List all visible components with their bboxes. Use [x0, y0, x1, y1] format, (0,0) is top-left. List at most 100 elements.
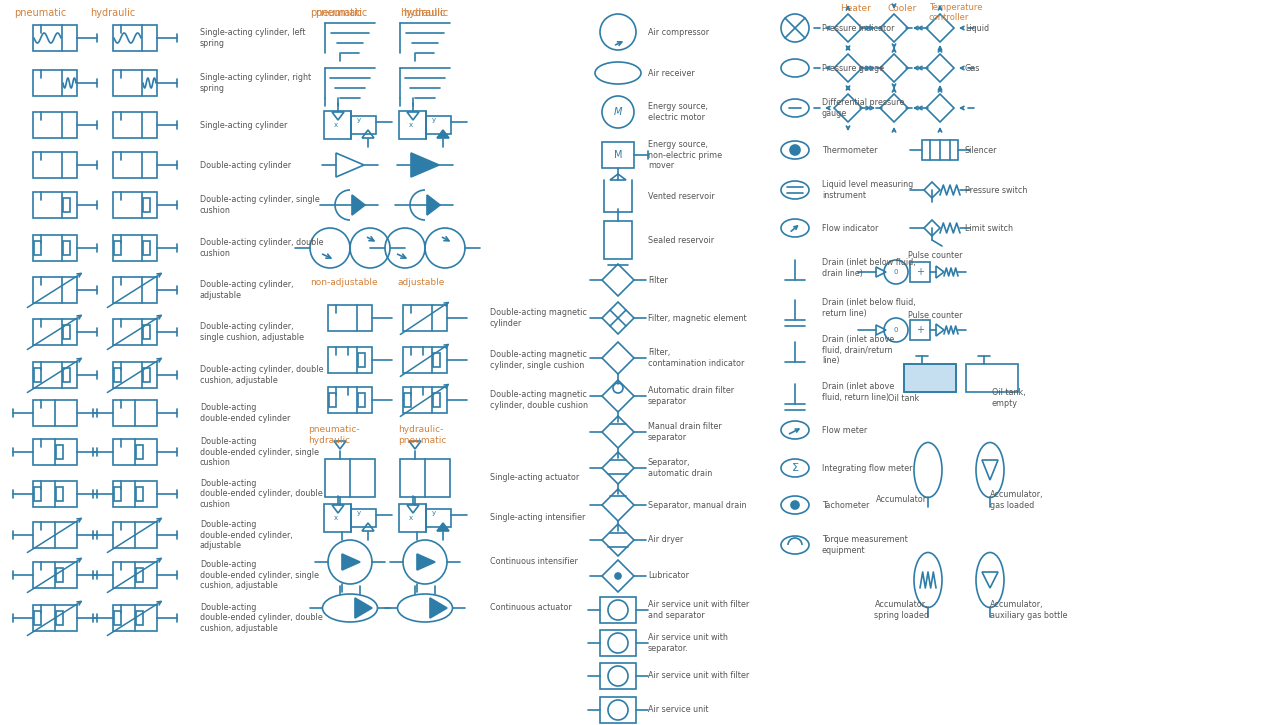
Bar	[404, 393, 411, 407]
Text: x: x	[409, 515, 413, 521]
Text: pneumatic-
hydraulic: pneumatic- hydraulic	[308, 426, 359, 444]
Text: +: +	[916, 267, 923, 277]
Text: Heater: Heater	[840, 4, 871, 12]
Circle shape	[790, 501, 799, 509]
Text: Air dryer: Air dryer	[648, 536, 683, 544]
Bar	[33, 522, 77, 548]
Bar	[113, 192, 157, 218]
Bar	[113, 562, 157, 588]
Bar	[113, 112, 157, 138]
Bar	[399, 504, 426, 532]
Text: Double-acting magnetic
cylinder, double cushion: Double-acting magnetic cylinder, double …	[490, 390, 588, 410]
Bar	[113, 439, 157, 465]
Bar	[33, 362, 77, 388]
Polygon shape	[430, 598, 446, 618]
Bar	[143, 325, 150, 339]
Text: Drain (inlet above
fluid, return line): Drain (inlet above fluid, return line)	[822, 382, 894, 402]
Bar	[904, 364, 955, 392]
Text: Drain (inlet below fluid,
drain line): Drain (inlet below fluid, drain line)	[822, 258, 916, 278]
Text: 0: 0	[894, 269, 898, 275]
Bar	[56, 445, 63, 459]
Bar	[33, 25, 77, 51]
Text: x: x	[334, 122, 338, 128]
Polygon shape	[437, 523, 449, 531]
Text: Tachometer: Tachometer	[822, 500, 870, 510]
Bar	[33, 481, 77, 507]
Bar	[350, 116, 376, 134]
Text: 0: 0	[894, 327, 898, 333]
Bar	[329, 393, 336, 407]
Text: pneumatic: pneumatic	[14, 8, 67, 18]
Bar	[604, 221, 632, 259]
Text: Double-acting magnetic
cylinder: Double-acting magnetic cylinder	[490, 308, 587, 328]
Bar	[113, 522, 157, 548]
Bar	[358, 393, 365, 407]
Polygon shape	[411, 153, 439, 177]
Text: Lubricator: Lubricator	[648, 571, 689, 581]
Bar	[63, 368, 70, 382]
Text: x: x	[334, 515, 338, 521]
Bar	[325, 459, 375, 497]
Bar	[324, 504, 350, 532]
Text: Drain (inlet above
fluid, drain/return
line): Drain (inlet above fluid, drain/return l…	[822, 335, 894, 365]
Text: Double-acting
double-ended cylinder, single
cushion, adjustable: Double-acting double-ended cylinder, sin…	[200, 560, 318, 590]
Bar	[602, 142, 634, 168]
Text: Flow meter: Flow meter	[822, 426, 867, 434]
Text: Thermometer: Thermometer	[822, 146, 877, 154]
Text: y: y	[357, 117, 361, 123]
Text: Liquid level measuring
instrument: Liquid level measuring instrument	[822, 181, 913, 199]
Text: Double-acting
double-ended cylinder: Double-acting double-ended cylinder	[200, 403, 290, 423]
Bar	[33, 605, 77, 631]
Text: Drain (inlet below fluid,
return line): Drain (inlet below fluid, return line)	[822, 298, 916, 318]
Bar	[33, 192, 77, 218]
Bar	[35, 487, 41, 501]
Text: Double-acting cylinder,
adjustable: Double-acting cylinder, adjustable	[200, 281, 293, 299]
Text: Double-acting
double-ended cylinder, single
cushion: Double-acting double-ended cylinder, sin…	[200, 437, 318, 467]
Text: Air service unit: Air service unit	[648, 705, 709, 715]
Text: Single-acting actuator: Single-acting actuator	[490, 473, 579, 483]
Bar	[63, 325, 70, 339]
Text: Separator,
automatic drain: Separator, automatic drain	[648, 458, 712, 478]
Text: Pressure switch: Pressure switch	[964, 186, 1027, 194]
Bar	[113, 319, 157, 345]
Bar	[909, 262, 930, 282]
Bar	[33, 112, 77, 138]
Text: Pressure indicator: Pressure indicator	[822, 23, 894, 33]
Text: Double-acting
double-ended cylinder,
adjustable: Double-acting double-ended cylinder, adj…	[200, 520, 293, 550]
Bar	[403, 305, 446, 331]
Bar	[113, 277, 157, 303]
Bar	[113, 152, 157, 178]
Text: hydraulic: hydraulic	[90, 8, 136, 18]
Bar	[434, 353, 440, 367]
Bar	[33, 277, 77, 303]
Bar	[324, 111, 350, 139]
Text: Accumulator,
auxiliary gas bottle: Accumulator, auxiliary gas bottle	[990, 600, 1068, 620]
Bar	[113, 70, 157, 96]
Bar	[33, 70, 77, 96]
Text: Accumulator: Accumulator	[876, 495, 927, 505]
Text: Gas: Gas	[964, 64, 981, 72]
Text: adjustable: adjustable	[398, 278, 445, 286]
Bar	[114, 487, 122, 501]
Circle shape	[790, 145, 799, 155]
Bar	[33, 235, 77, 261]
Text: Differential pressure
gauge: Differential pressure gauge	[822, 99, 904, 117]
Text: Double-acting cylinder, double
cushion: Double-acting cylinder, double cushion	[200, 239, 324, 257]
Bar	[600, 663, 636, 689]
Text: y: y	[432, 117, 436, 123]
Text: Oil tank,
empty: Oil tank, empty	[993, 389, 1026, 407]
Text: +: +	[916, 325, 923, 335]
Bar	[114, 611, 122, 625]
Bar	[35, 241, 41, 255]
Text: Double-acting magnetic
cylinder, single cushion: Double-acting magnetic cylinder, single …	[490, 350, 587, 370]
Bar	[909, 320, 930, 340]
Text: Continuous actuator: Continuous actuator	[490, 603, 572, 613]
Bar	[966, 364, 1018, 392]
Text: Limit switch: Limit switch	[964, 223, 1013, 233]
Bar	[426, 116, 451, 134]
Text: Σ: Σ	[792, 463, 798, 473]
Bar	[327, 305, 372, 331]
Text: M: M	[614, 150, 623, 160]
Bar	[434, 393, 440, 407]
Text: Torque measurement
equipment: Torque measurement equipment	[822, 535, 908, 555]
